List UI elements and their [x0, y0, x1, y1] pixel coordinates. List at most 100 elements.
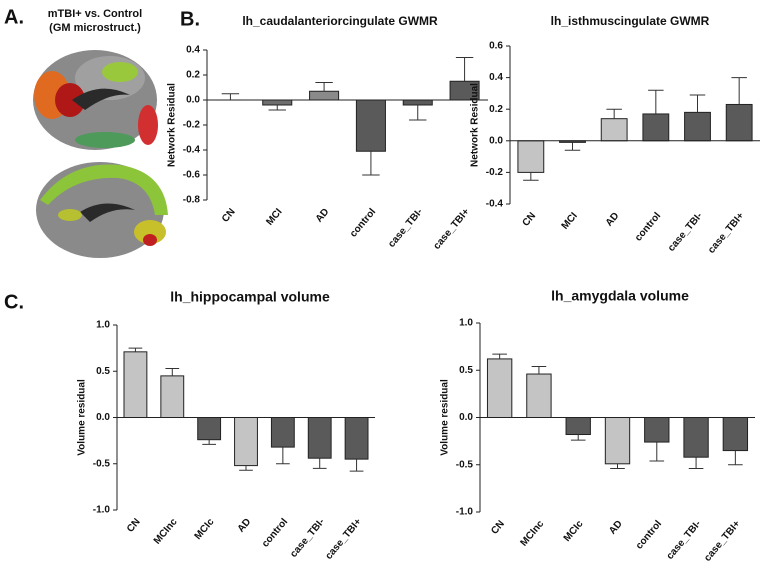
- x-tick-label: MCI: [560, 210, 580, 231]
- bar: [307, 417, 332, 459]
- x-tick-label: AD: [314, 207, 332, 225]
- y-tick-label: 0.6: [489, 41, 503, 52]
- x-tick-label: case_TBI-: [666, 211, 705, 254]
- bar: [517, 140, 545, 173]
- bar: [642, 113, 670, 142]
- bar: [644, 417, 670, 443]
- brain-image: [33, 50, 158, 150]
- x-tick-label: AD: [604, 211, 622, 229]
- bar: [197, 417, 222, 441]
- bar: [402, 99, 433, 106]
- y-axis-label: Network Residual: [167, 83, 178, 167]
- error-bar: [649, 442, 665, 462]
- y-tick-label: 0.5: [96, 366, 110, 377]
- bar: [486, 358, 513, 419]
- error-bar: [523, 172, 539, 181]
- chart-title: lh_amygdala volume: [551, 288, 689, 304]
- bar: [262, 99, 293, 106]
- bar: [684, 111, 711, 142]
- error-bar: [409, 105, 427, 121]
- x-tick-label: MCInc: [152, 516, 180, 546]
- bar: [234, 417, 258, 467]
- chart-title: lh_isthmuscingulate GWMR: [551, 14, 710, 28]
- error-bar: [731, 77, 747, 105]
- y-tick-label: -0.8: [183, 195, 201, 206]
- error-bar: [349, 459, 364, 472]
- bar: [526, 373, 552, 418]
- chart-title: lh_hippocampal volume: [170, 289, 330, 305]
- y-tick-label: -1.0: [93, 505, 111, 516]
- bar: [600, 118, 628, 142]
- y-tick-label: -0.2: [486, 167, 504, 178]
- panel-title: mTBI+ vs. Control: [48, 8, 142, 20]
- x-tick-label: case_TBI-: [665, 519, 704, 562]
- y-tick-label: -0.5: [456, 459, 474, 470]
- error-bar: [728, 450, 743, 466]
- bar: [344, 417, 369, 460]
- error-bar: [648, 89, 664, 114]
- x-tick-label: MCIc: [193, 516, 217, 542]
- y-axis-label: Volume residual: [440, 379, 451, 456]
- error-bar: [362, 151, 380, 176]
- error-bar: [689, 94, 706, 113]
- x-tick-label: CN: [489, 519, 507, 537]
- x-tick-label: control: [634, 518, 664, 551]
- error-bar: [606, 108, 622, 119]
- error-bar: [202, 439, 216, 445]
- y-tick-label: 0.2: [489, 104, 503, 115]
- bar: [270, 417, 295, 448]
- error-bar: [165, 367, 180, 376]
- y-tick-label: 0.2: [186, 70, 200, 81]
- bar: [123, 351, 148, 419]
- x-tick-label: MCInc: [519, 518, 547, 548]
- panel-title: (GM microstruct.): [49, 22, 141, 34]
- y-tick-label: -0.5: [93, 458, 111, 469]
- error-bar: [492, 353, 507, 359]
- error-bar: [276, 447, 290, 465]
- error-bar: [610, 463, 625, 470]
- y-tick-label: -0.2: [183, 120, 201, 131]
- x-tick-label: case_TBI+: [702, 518, 743, 563]
- x-tick-label: CN: [220, 207, 238, 225]
- x-tick-label: case_TBI-: [386, 207, 425, 250]
- y-tick-label: 0.0: [489, 135, 503, 146]
- x-tick-label: CN: [125, 517, 143, 535]
- x-tick-label: case_TBI-: [288, 517, 327, 560]
- error-bar: [564, 142, 581, 151]
- x-tick-label: AD: [607, 519, 625, 537]
- y-tick-label: 0.5: [459, 365, 473, 376]
- y-tick-label: -1.0: [456, 507, 474, 518]
- x-tick-label: case_TBI+: [323, 516, 364, 561]
- bar: [725, 103, 753, 142]
- bar: [604, 417, 631, 465]
- y-tick-label: 1.0: [459, 318, 473, 329]
- y-tick-label: -0.6: [183, 170, 201, 181]
- x-tick-label: AD: [236, 517, 254, 535]
- x-tick-label: control: [348, 206, 378, 239]
- x-tick-label: control: [260, 516, 290, 549]
- error-bar: [239, 465, 253, 471]
- error-bar: [268, 105, 286, 111]
- error-bar: [570, 434, 586, 441]
- panel-label: A.: [4, 6, 24, 28]
- panel-label: B.: [180, 8, 200, 30]
- y-tick-label: 0.0: [186, 95, 200, 106]
- y-tick-label: -0.4: [183, 145, 201, 156]
- bar: [309, 90, 340, 101]
- x-tick-label: CN: [520, 211, 538, 229]
- y-tick-label: 0.0: [96, 412, 110, 423]
- x-tick-label: MCI: [264, 206, 284, 227]
- error-bar: [128, 347, 143, 352]
- bar: [565, 417, 591, 436]
- error-bar: [688, 457, 704, 470]
- y-axis-label: Network Residual: [470, 83, 481, 167]
- x-tick-label: case_TBI+: [706, 210, 747, 255]
- panel-label: C.: [4, 291, 24, 313]
- bar: [722, 417, 749, 452]
- y-tick-label: -0.4: [486, 199, 504, 210]
- y-tick-label: 1.0: [96, 320, 110, 331]
- chart-title: lh_caudalanteriorcingulate GWMR: [242, 14, 438, 28]
- y-tick-label: 0.0: [459, 412, 473, 423]
- bar: [160, 375, 185, 418]
